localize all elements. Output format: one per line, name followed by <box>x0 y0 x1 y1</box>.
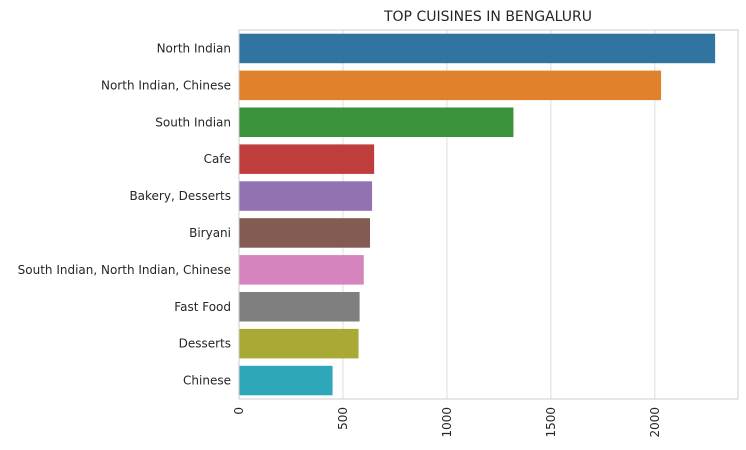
x-tick-label: 500 <box>336 407 350 430</box>
y-tick-label: Fast Food <box>174 300 231 314</box>
plot-border <box>238 29 739 400</box>
plot-frame <box>238 29 739 400</box>
bar <box>239 144 375 174</box>
bar <box>239 33 716 64</box>
bars <box>239 33 716 396</box>
y-tick-label: Bakery, Desserts <box>129 189 231 203</box>
bar <box>239 255 364 285</box>
y-tick-label: North Indian, Chinese <box>101 78 231 92</box>
x-tick-label: 1500 <box>544 407 558 438</box>
bar <box>239 70 662 101</box>
x-tick-label: 1000 <box>440 407 454 438</box>
y-tick-label: Desserts <box>179 337 231 351</box>
y-tick-label: Chinese <box>183 374 231 388</box>
y-tick-label: South Indian, North Indian, Chinese <box>18 263 231 277</box>
y-tick-label: Cafe <box>204 152 231 166</box>
bar <box>239 218 370 248</box>
y-tick-labels: North Indian North Indian, Chinese South I… <box>18 41 231 387</box>
bar <box>239 107 514 138</box>
y-tick-label: South Indian <box>155 115 231 129</box>
bar <box>239 365 333 396</box>
bar <box>239 328 359 359</box>
x-tick-label: 0 <box>232 407 246 415</box>
y-tick-label: North Indian <box>157 41 231 55</box>
x-tick-label: 2000 <box>648 407 662 438</box>
y-tick-label: Biryani <box>189 226 231 240</box>
x-tick-labels: 0 500 1000 1500 2000 <box>232 407 662 438</box>
bar <box>239 291 360 322</box>
bar <box>239 181 373 211</box>
chart-title: TOP CUISINES IN BENGALURU <box>383 9 592 25</box>
